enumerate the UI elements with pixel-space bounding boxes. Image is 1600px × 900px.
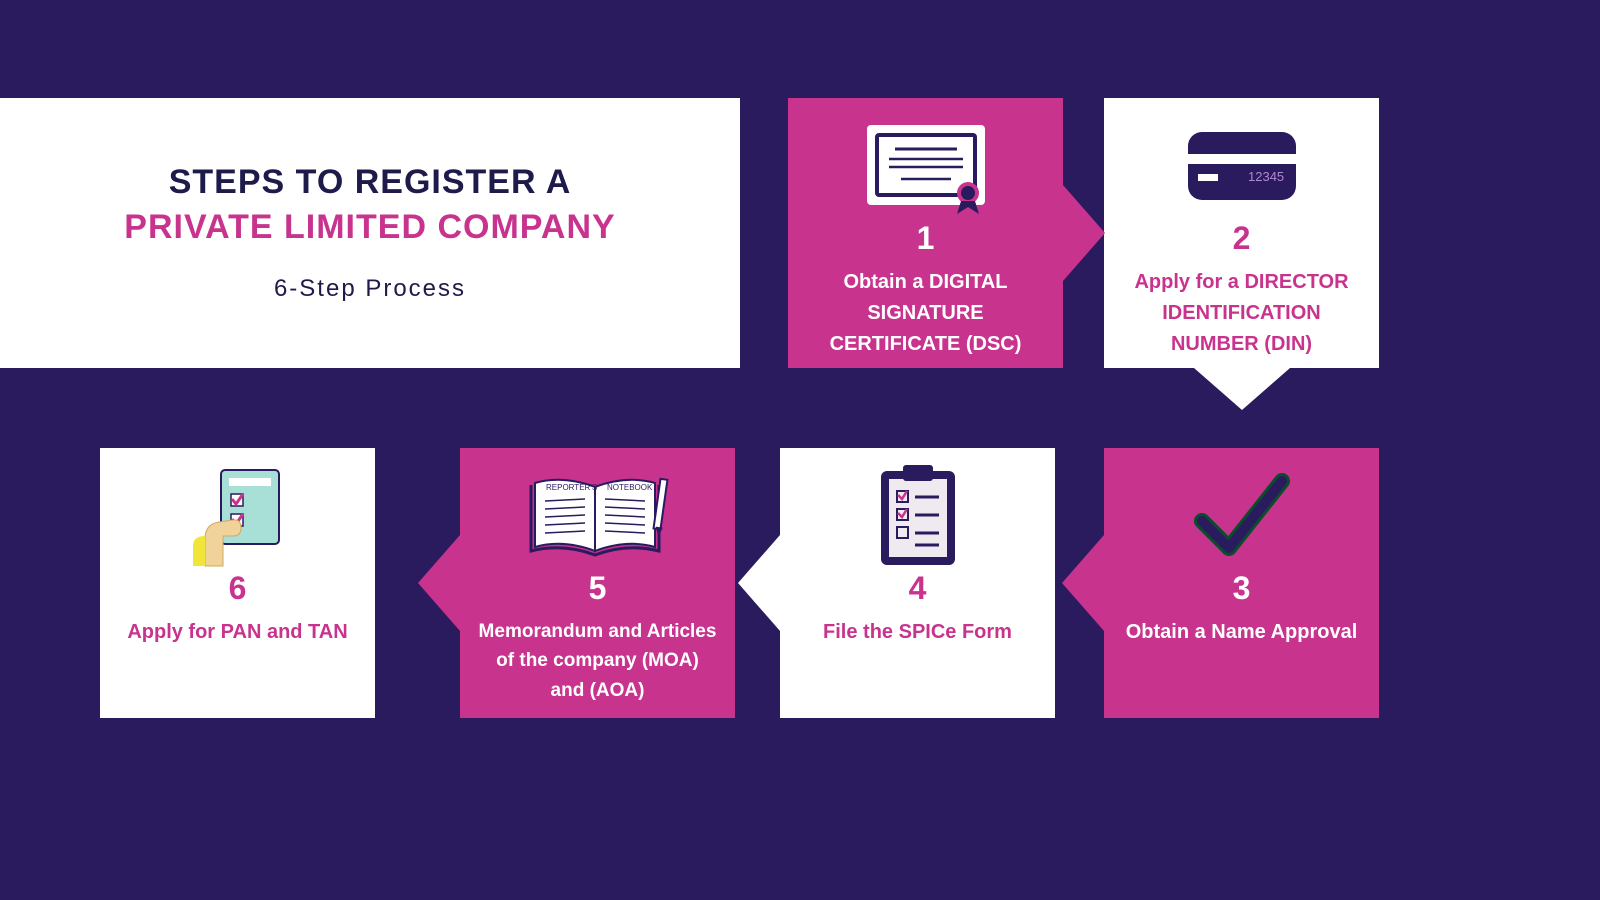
step-number: 4: [909, 570, 927, 607]
step-number: 6: [229, 570, 247, 607]
step-number: 5: [589, 570, 607, 607]
title-line1: STEPS TO REGISTER A: [169, 163, 572, 202]
svg-text:12345: 12345: [1248, 169, 1284, 184]
svg-text:REPORTER'S: REPORTER'S: [546, 483, 597, 492]
step-number: 3: [1233, 570, 1251, 607]
step-number: 2: [1233, 220, 1251, 257]
step-3: 3 Obtain a Name Approval: [1104, 448, 1379, 718]
arrow-3-to-4: [1062, 535, 1104, 631]
title-panel: STEPS TO REGISTER A PRIVATE LIMITED COMP…: [0, 98, 740, 368]
title-line2: PRIVATE LIMITED COMPANY: [124, 208, 615, 247]
step-text: File the SPICe Form: [805, 607, 1030, 648]
step-number: 1: [917, 220, 935, 257]
step-5: REPORTER'S NOTEBOOK 5 Memorandum and Art…: [460, 448, 735, 718]
form-hand-icon: [183, 466, 293, 566]
checkmark-icon: [1187, 466, 1297, 566]
arrow-1-to-2: [1063, 185, 1105, 281]
svg-text:NOTEBOOK: NOTEBOOK: [607, 483, 653, 492]
step-6: 6 Apply for PAN and TAN: [100, 448, 375, 718]
step-text: Apply for a DIRECTOR IDENTIFICATION NUMB…: [1104, 257, 1379, 360]
certificate-icon: [861, 116, 991, 216]
step-2: 12345 2 Apply for a DIRECTOR IDENTIFICAT…: [1104, 98, 1379, 368]
id-card-icon: 12345: [1182, 116, 1302, 216]
clipboard-icon: [873, 466, 963, 566]
arrow-4-to-5: [738, 535, 780, 631]
step-text: Apply for PAN and TAN: [109, 607, 365, 648]
step-text: Obtain a Name Approval: [1108, 607, 1376, 648]
arrow-2-to-3: [1194, 368, 1290, 410]
step-4: 4 File the SPICe Form: [780, 448, 1055, 718]
arrow-5-to-6: [418, 535, 460, 631]
step-text: Memorandum and Articles of the company (…: [460, 607, 735, 705]
book-icon: REPORTER'S NOTEBOOK: [523, 466, 673, 566]
step-text: Obtain a DIGITAL SIGNATURE CERTIFICATE (…: [788, 257, 1063, 360]
subtitle: 6-Step Process: [274, 275, 466, 303]
step-1: 1 Obtain a DIGITAL SIGNATURE CERTIFICATE…: [788, 98, 1063, 368]
